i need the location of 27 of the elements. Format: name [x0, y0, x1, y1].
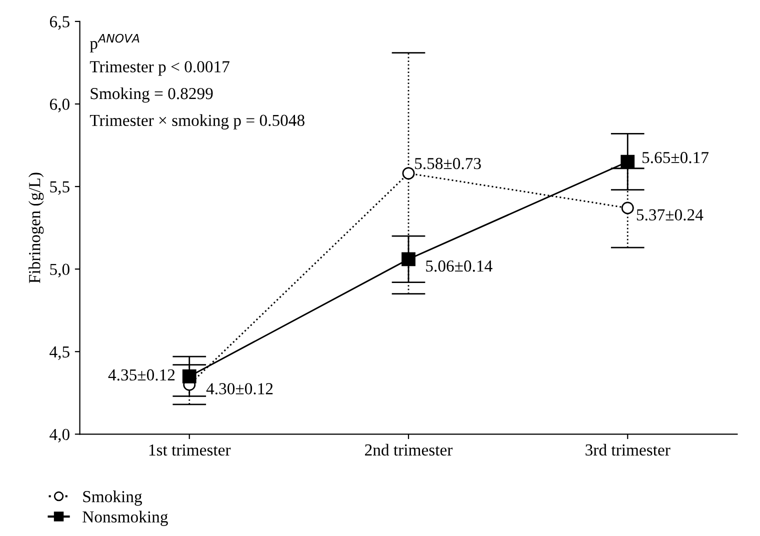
x-tick-label: 3rd trimester [586, 444, 670, 456]
data-label: 5.65±0.17 [642, 152, 709, 164]
y-axis-title: Fibrinogen (g/L) [28, 172, 44, 284]
data-label: 4.30±0.12 [206, 383, 273, 394]
annotation: Trimester p < 0.0017 [90, 61, 230, 76]
point [402, 167, 415, 180]
legend-label: Smoking [83, 490, 142, 506]
point [182, 369, 196, 384]
x-tick-label: 2nd trimester [365, 444, 453, 456]
data-label: 5.06±0.14 [426, 260, 492, 272]
legend-label: Nonsmoking [82, 510, 168, 526]
data-label: 5.37±0.24 [636, 209, 704, 221]
point [621, 202, 634, 214]
y-tick-label: 4,0 [50, 428, 70, 443]
point [620, 154, 635, 169]
data-label: 4.35±0.12 [108, 369, 175, 381]
y-tick-label: 5,0 [50, 264, 70, 278]
annotation: Trimester × smoking p = 0.5048 [90, 114, 304, 130]
point [402, 252, 416, 266]
x-tick-label: 1st trimester [149, 444, 231, 456]
annotation: p$^{ANOVA}$ [90, 34, 140, 52]
y-tick-label: 6,5 [50, 16, 70, 30]
annotation: Smoking = 0.8299 [90, 87, 213, 103]
data-label: 5.58±0.73 [415, 158, 481, 170]
y-tick-label: 5,5 [50, 181, 70, 195]
y-tick-label: 4,5 [50, 346, 70, 360]
y-tick-label: 6,0 [50, 98, 70, 112]
